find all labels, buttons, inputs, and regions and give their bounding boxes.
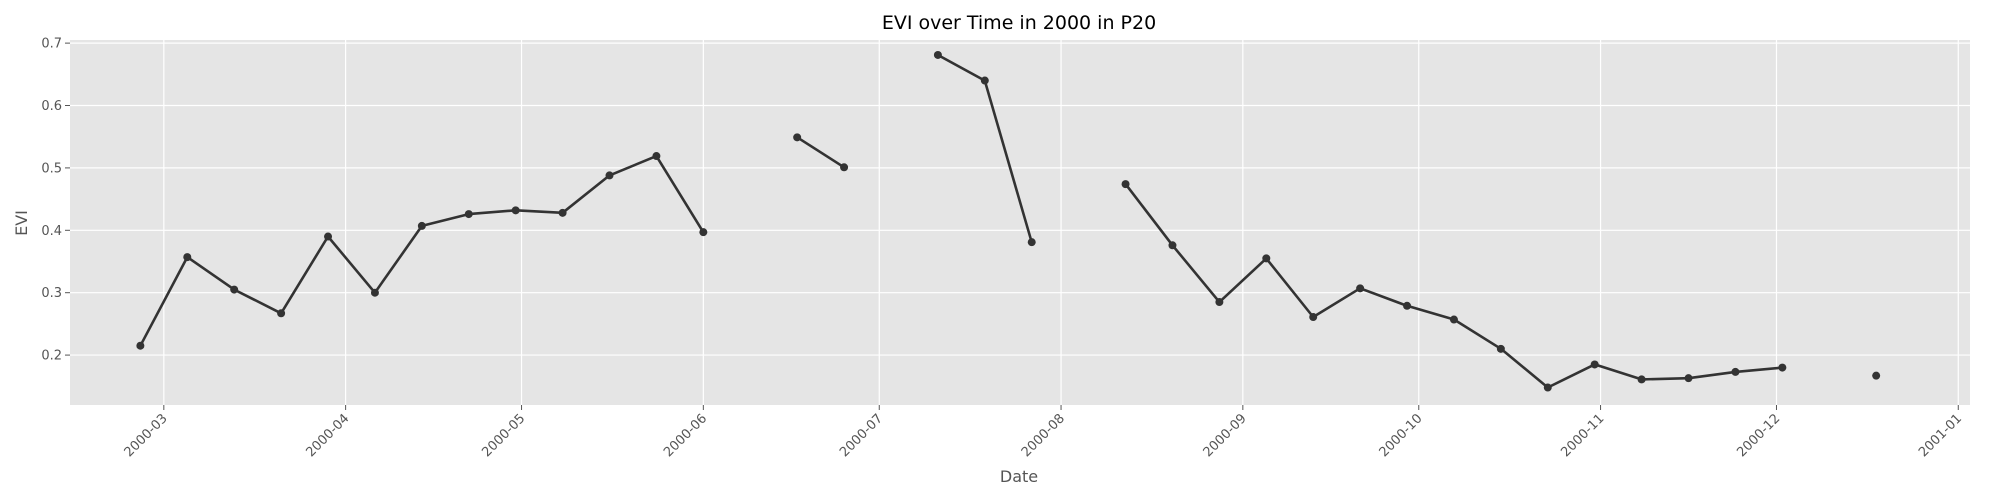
data-point — [558, 208, 567, 217]
plot-area — [70, 40, 1970, 405]
series-line-segment — [796, 136, 845, 169]
x-axis-ticks: 2000-03 2000-04 2000-05 2000-06 2000-07 2000-… — [122, 405, 1965, 460]
data-point — [793, 133, 802, 142]
data-point — [1356, 284, 1365, 293]
data-point — [511, 206, 520, 215]
y-tick-label: 0.3 — [41, 286, 62, 301]
data-point — [605, 171, 614, 180]
data-point — [1872, 371, 1881, 380]
data-point — [1637, 375, 1646, 384]
x-tick-label: 2000-04 — [303, 411, 352, 460]
data-point — [1403, 301, 1412, 310]
x-axis-label: Date — [1000, 467, 1038, 486]
data-point — [933, 50, 942, 59]
y-tick-label: 0.7 — [41, 37, 62, 52]
y-axis-label: EVI — [12, 210, 31, 236]
chart-title: EVI over Time in 2000 in P20 — [882, 12, 1156, 34]
data-point — [1496, 344, 1505, 353]
x-tick-label: 2000-08 — [1019, 411, 1068, 460]
x-tick-label: 2000-03 — [122, 411, 171, 460]
data-point — [370, 288, 379, 297]
data-point — [230, 285, 239, 294]
y-tick-label: 0.4 — [41, 224, 62, 239]
data-point — [1121, 180, 1130, 189]
data-point — [699, 228, 708, 237]
data-point — [840, 163, 849, 172]
x-tick-label: 2001-01 — [1916, 411, 1965, 460]
x-tick-label: 2000-10 — [1377, 411, 1426, 460]
data-point — [1215, 298, 1224, 307]
data-point — [417, 221, 426, 230]
data-point — [1449, 315, 1458, 324]
data-point — [1778, 363, 1787, 372]
data-point — [1262, 254, 1271, 263]
x-tick-label: 2000-05 — [479, 411, 528, 460]
data-point — [136, 341, 145, 350]
data-point — [1543, 383, 1552, 392]
data-point — [1684, 374, 1693, 383]
series-points — [136, 50, 1881, 392]
x-tick-label: 2000-06 — [661, 411, 710, 460]
data-point — [1309, 313, 1318, 322]
x-tick-label: 2000-09 — [1201, 411, 1250, 460]
x-tick-label: 2000-07 — [837, 411, 886, 460]
data-point — [464, 210, 473, 219]
data-point — [980, 76, 989, 85]
data-point — [1731, 367, 1740, 376]
x-tick-label: 2000-11 — [1558, 411, 1607, 460]
data-point — [1590, 360, 1599, 369]
data-point — [1168, 241, 1177, 250]
gridlines — [70, 40, 1970, 405]
y-tick-label: 0.6 — [41, 99, 62, 114]
data-point — [652, 152, 661, 161]
data-point — [183, 253, 192, 262]
data-point — [324, 232, 333, 241]
y-tick-label: 0.2 — [41, 349, 62, 364]
data-point — [277, 309, 286, 318]
y-axis-ticks: 0.2 0.3 0.4 0.5 0.6 0.7 — [41, 37, 70, 364]
x-tick-label: 2000-12 — [1734, 411, 1783, 460]
y-tick-label: 0.5 — [41, 161, 62, 176]
data-point — [1027, 238, 1036, 247]
